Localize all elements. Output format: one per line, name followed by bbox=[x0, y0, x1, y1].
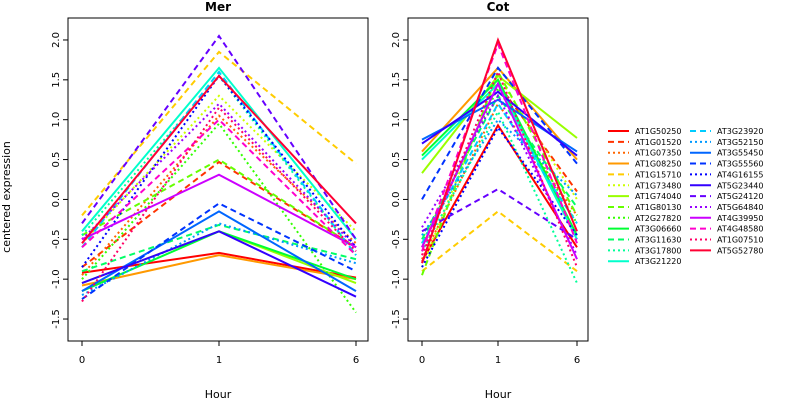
cot-series-line-at4g39950 bbox=[421, 81, 578, 260]
mer-series-line-at1g80130 bbox=[81, 158, 357, 249]
cot-panel: Cot Hour -1.5 -1.0 -0.5 0.0 0.5 1.0 1.5 2.0 0 1 6 bbox=[391, 0, 589, 400]
cot-y-tick-label: 0.0 bbox=[391, 191, 402, 207]
mer-series-line-at1g73480 bbox=[81, 94, 357, 244]
legend-label-at4g39950: AT4G39950 bbox=[717, 214, 763, 223]
legend-label-at2g27820: AT2G27820 bbox=[635, 214, 681, 223]
mer-series-line-at3g55450 bbox=[81, 210, 357, 292]
legend-label-at3g52150: AT3G52150 bbox=[717, 138, 763, 147]
mer-y-tick-label: 0.5 bbox=[51, 152, 62, 168]
cot-series-line-at5g52780 bbox=[421, 37, 578, 264]
mer-y-tick-label: -0.5 bbox=[51, 230, 62, 250]
cot-y-tick-label: 2.0 bbox=[391, 32, 402, 48]
mer-series-line-at4g48580 bbox=[81, 118, 357, 256]
legend-label-at3g17800: AT3G17800 bbox=[635, 246, 681, 255]
cot-y-tick-label: -0.5 bbox=[391, 230, 402, 250]
cot-series-line-at4g48580 bbox=[421, 41, 578, 252]
mer-series-line-at2g27820 bbox=[81, 122, 357, 314]
legend-label-at5g52780: AT5G52780 bbox=[717, 246, 763, 255]
legend-label-at1g73480: AT1G73480 bbox=[635, 181, 681, 190]
legend-label-at4g48580: AT4G48580 bbox=[717, 225, 763, 234]
cot-panel-title: Cot bbox=[487, 0, 510, 14]
cot-y-tick-label: 1.0 bbox=[391, 112, 402, 128]
mer-series-line-at5g23440 bbox=[81, 230, 357, 298]
y-axis-label: centered expression bbox=[0, 141, 13, 253]
legend-label-at3g21220: AT3G21220 bbox=[635, 257, 681, 266]
mer-y-tick-label: 1.0 bbox=[51, 112, 62, 128]
mer-series-line-at4g39950 bbox=[81, 173, 357, 249]
legend-label-at3g11630: AT3G11630 bbox=[635, 236, 681, 245]
mer-y-tick-label: 0.0 bbox=[51, 191, 62, 207]
cot-series-line-at3g11630 bbox=[421, 93, 578, 240]
cot-x-tick-label: 6 bbox=[574, 355, 580, 366]
legend-label-at5g64840: AT5G64840 bbox=[717, 203, 763, 212]
cot-series-line-at1g15710 bbox=[421, 210, 578, 272]
cot-series-line-at1g07510 bbox=[421, 69, 578, 268]
mer-y-tick-label: -1.0 bbox=[51, 269, 62, 289]
mer-panel: Mer Hour -1.5 -1.0 -0.5 0.0 0.5 1.0 1.5 2.0 0 1 6 bbox=[51, 0, 369, 400]
legend-label-at4g16155: AT4G16155 bbox=[717, 170, 763, 179]
mer-series-line-at3g06660 bbox=[81, 230, 357, 293]
mer-y-tick-label: -1.5 bbox=[51, 309, 62, 329]
mer-y-tick-label: 2.0 bbox=[51, 32, 62, 48]
mer-x-tick-label: 6 bbox=[353, 355, 359, 366]
cot-series-line-at3g52150 bbox=[421, 118, 578, 236]
cot-series-line-at1g50250 bbox=[421, 123, 578, 263]
cot-x-axis-label: Hour bbox=[485, 388, 512, 400]
legend-label-at5g23440: AT5G23440 bbox=[717, 181, 763, 190]
legend-label-at1g50250: AT1G50250 bbox=[635, 127, 681, 136]
mer-series-line-at3g52150 bbox=[81, 222, 357, 296]
legend-label-at3g55450: AT3G55450 bbox=[717, 149, 763, 158]
cot-x-tick-label: 1 bbox=[495, 355, 501, 366]
mer-x-axis-label: Hour bbox=[205, 388, 232, 400]
legend-label-at3g06660: AT3G06660 bbox=[635, 225, 681, 234]
mer-y-tick-label: 1.5 bbox=[51, 72, 62, 88]
cot-series-line-at1g74040 bbox=[421, 74, 578, 174]
legend-label-at1g80130: AT1G80130 bbox=[635, 203, 681, 212]
cot-y-tick-label: 0.5 bbox=[391, 152, 402, 168]
cot-series-line-at5g23440 bbox=[421, 90, 578, 157]
legend-label-at1g74040: AT1G74040 bbox=[635, 192, 681, 201]
mer-series-line-at5g52780 bbox=[81, 74, 357, 244]
mer-series-line-at1g08250 bbox=[81, 254, 357, 287]
legend-label-at5g24120: AT5G24120 bbox=[717, 192, 763, 201]
legend-label-at1g07510: AT1G07510 bbox=[717, 236, 763, 245]
legend-label-at3g55560: AT3G55560 bbox=[717, 160, 763, 169]
cot-y-tick-label: -1.5 bbox=[391, 309, 402, 329]
mer-series-line-at3g23920 bbox=[81, 70, 357, 256]
legend-label-at1g07350: AT1G07350 bbox=[635, 149, 681, 158]
cot-y-tick-label: -1.0 bbox=[391, 269, 402, 289]
legend-label-at1g15710: AT1G15710 bbox=[635, 170, 681, 179]
mer-series-line-at5g24120 bbox=[81, 34, 357, 240]
mer-x-tick-label: 0 bbox=[79, 355, 85, 366]
cot-series-line-at3g55560 bbox=[421, 66, 578, 200]
mer-series-line-at3g11630 bbox=[81, 223, 357, 273]
mer-series-line-at3g55560 bbox=[81, 202, 357, 300]
legend-label-at1g08250: AT1G08250 bbox=[635, 160, 681, 169]
mer-plot-frame bbox=[67, 17, 369, 342]
mer-series-line-at3g21220 bbox=[81, 66, 357, 240]
legend: AT1G50250AT1G01520AT1G07350AT1G08250AT1G… bbox=[608, 127, 763, 266]
mer-series-line-at1g15710 bbox=[81, 50, 357, 217]
mer-panel-title: Mer bbox=[205, 0, 231, 14]
legend-label-at1g01520: AT1G01520 bbox=[635, 138, 681, 147]
cot-x-tick-label: 0 bbox=[419, 355, 425, 366]
mer-x-tick-label: 1 bbox=[216, 355, 222, 366]
cot-series-line-at1g80130 bbox=[421, 69, 578, 276]
mer-series-line-at4g16155 bbox=[81, 74, 357, 268]
legend-label-at3g23920: AT3G23920 bbox=[717, 127, 763, 136]
cot-y-tick-label: 1.5 bbox=[391, 72, 402, 88]
